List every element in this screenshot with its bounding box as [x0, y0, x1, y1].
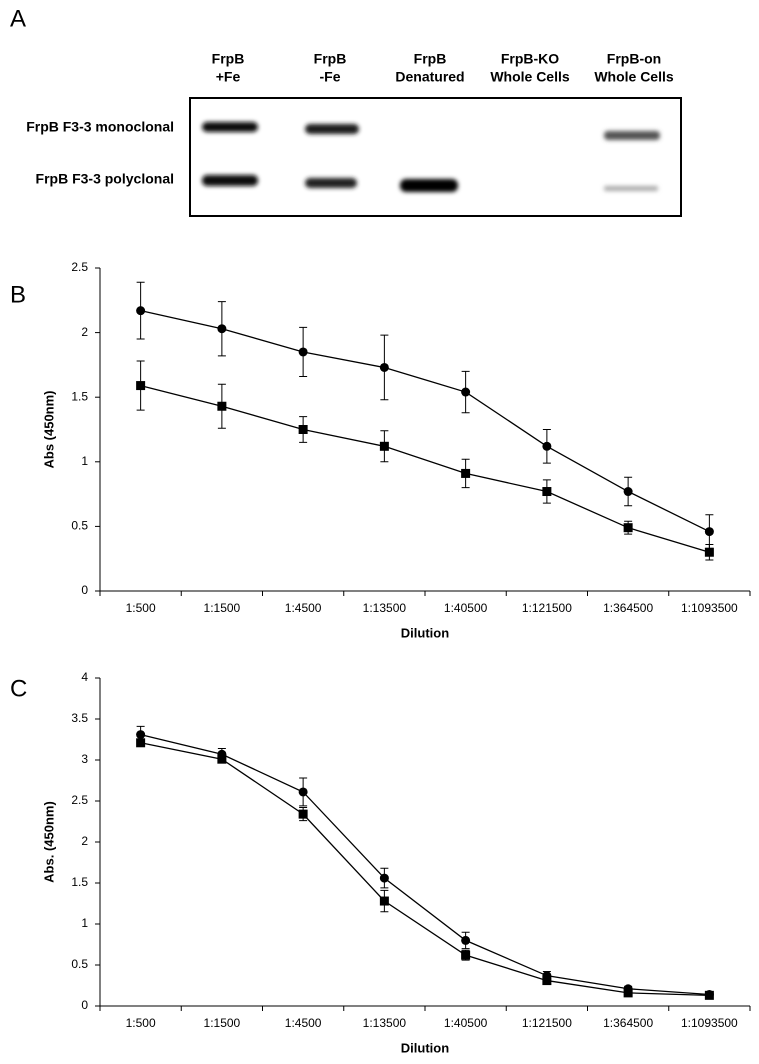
- y-tick-label: 1.5: [71, 875, 88, 889]
- marker: [379, 362, 389, 372]
- x-tick-label: 1:1500: [204, 601, 241, 615]
- marker: [136, 381, 146, 391]
- row-label: FrpB F3-3 polyclonal: [36, 171, 174, 187]
- charts: B 0 0.5 1 1.5 2 2.5 1:500 1:1500 1:4500 1:13500 1:4…: [10, 260, 751, 1055]
- marker: [379, 873, 389, 883]
- line-chart: B 0 0.5 1 1.5 2 2.5 1:500 1:1500 1:4500 1:13500 1:4…: [10, 260, 751, 640]
- column-header: FrpB: [314, 51, 347, 67]
- x-tick-label: 1:121500: [522, 601, 572, 615]
- y-tick-label: 0: [81, 998, 88, 1012]
- y-tick-label: 4: [81, 670, 88, 684]
- y-tick-label: 0.5: [71, 519, 88, 533]
- marker: [298, 347, 308, 357]
- y-tick-label: 1.5: [71, 389, 88, 403]
- line-chart: C 0 0.5 1 1.5 2 2.5 3 3.5 4 1:500 1:1500 1:4500 1:135…: [10, 670, 751, 1055]
- marker: [542, 976, 552, 986]
- marker: [623, 523, 633, 533]
- series-line: [140, 742, 710, 996]
- marker: [217, 754, 227, 764]
- panel-label: B: [10, 281, 26, 308]
- marker: [298, 809, 308, 819]
- marker: [298, 787, 308, 797]
- column-header: FrpB: [414, 51, 447, 67]
- band: [305, 178, 357, 188]
- y-tick-label: 2: [81, 325, 88, 339]
- marker: [217, 324, 227, 334]
- x-tick-label: 1:13500: [363, 1016, 407, 1030]
- marker: [136, 306, 146, 316]
- panel-label: A: [10, 5, 26, 32]
- band: [400, 179, 458, 192]
- series-line: [140, 384, 710, 553]
- column-header: FrpB: [212, 51, 245, 67]
- marker: [704, 547, 714, 557]
- column-header: -Fe: [320, 69, 341, 85]
- column-header: +Fe: [216, 69, 241, 85]
- x-tick-label: 1:1093500: [681, 1016, 738, 1030]
- y-tick-label: 0.5: [71, 957, 88, 971]
- y-tick-label: 2.5: [71, 793, 88, 807]
- blot-frame: [189, 97, 682, 217]
- band: [604, 186, 658, 191]
- marker: [461, 950, 471, 960]
- x-tick-label: 1:364500: [603, 601, 653, 615]
- marker: [461, 935, 471, 945]
- y-axis-label: Abs (450nm): [41, 390, 56, 468]
- y-tick-label: 3.5: [71, 711, 88, 725]
- x-axis-label: Dilution: [401, 625, 449, 640]
- x-tick-label: 1:364500: [603, 1016, 653, 1030]
- band: [305, 124, 359, 134]
- marker: [461, 387, 471, 397]
- blot-panel: A FrpB +Fe FrpB -Fe FrpB Denatured FrpB-KO Whol…: [10, 5, 682, 217]
- y-tick-label: 0: [81, 583, 88, 597]
- marker: [136, 738, 146, 748]
- band: [604, 131, 660, 140]
- marker: [704, 527, 714, 537]
- column-header: Whole Cells: [594, 69, 674, 85]
- y-tick-label: 1: [81, 916, 88, 930]
- marker: [542, 487, 552, 497]
- y-tick-label: 2.5: [71, 260, 88, 274]
- marker: [136, 730, 146, 740]
- x-tick-label: 1:121500: [522, 1016, 572, 1030]
- blot-bands: [202, 122, 660, 192]
- x-tick-label: 1:40500: [444, 1016, 488, 1030]
- x-axis-label: Dilution: [401, 1040, 449, 1055]
- x-tick-label: 1:1093500: [681, 601, 738, 615]
- marker: [217, 401, 227, 411]
- x-tick-label: 1:500: [126, 601, 156, 615]
- marker: [298, 425, 308, 434]
- x-tick-label: 1:13500: [363, 601, 407, 615]
- row-label: FrpB F3-3 monoclonal: [26, 119, 174, 135]
- marker: [704, 990, 714, 1000]
- x-tick-label: 1:4500: [285, 1016, 322, 1030]
- marker: [461, 468, 471, 478]
- x-tick-label: 1:4500: [285, 601, 322, 615]
- y-tick-label: 2: [81, 834, 88, 848]
- series-line: [140, 733, 710, 996]
- y-tick-label: 1: [81, 454, 88, 468]
- column-header: FrpB-on: [607, 51, 661, 67]
- column-header: Whole Cells: [490, 69, 570, 85]
- marker: [623, 988, 633, 998]
- y-tick-label: 3: [81, 752, 88, 766]
- x-tick-label: 1:1500: [204, 1016, 241, 1030]
- blot-labels: FrpB +Fe FrpB -Fe FrpB Denatured FrpB-KO Whole …: [26, 51, 674, 187]
- band: [202, 175, 258, 186]
- marker: [623, 487, 633, 497]
- series-line: [140, 310, 710, 533]
- marker: [542, 441, 552, 451]
- x-tick-label: 1:40500: [444, 601, 488, 615]
- marker: [379, 896, 389, 906]
- panel-label: C: [10, 675, 27, 702]
- y-axis-label: Abs. (450nm): [41, 801, 56, 883]
- column-header: Denatured: [395, 69, 464, 85]
- x-tick-label: 1:500: [126, 1016, 156, 1030]
- column-header: FrpB-KO: [501, 51, 559, 67]
- band: [202, 122, 258, 132]
- marker: [379, 441, 389, 451]
